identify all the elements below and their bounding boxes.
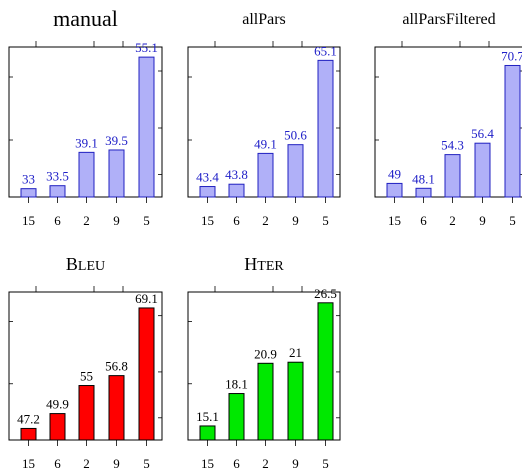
chart-title: BLEU xyxy=(66,254,105,274)
data-label: 47.2 xyxy=(17,411,40,426)
data-label: 55.1 xyxy=(135,40,158,55)
data-label: 56.4 xyxy=(471,126,494,141)
data-label: 39.1 xyxy=(75,135,98,150)
data-label: 54.3 xyxy=(441,138,464,153)
bar xyxy=(21,189,36,197)
category-label: 6 xyxy=(54,456,61,471)
data-label: 33 xyxy=(22,172,35,187)
bar xyxy=(318,60,333,197)
category-label: 15 xyxy=(22,213,35,228)
data-label: 43.4 xyxy=(196,170,219,185)
bar xyxy=(475,143,490,197)
chart-panel-hter: HTER 15.1 15 18.1 6 20.9 2 21 9 26.5 5 xyxy=(188,254,340,471)
chart-panel-bleu: BLEU 47.2 15 49.9 6 55 2 56.8 9 69.1 5 xyxy=(9,254,162,471)
data-label: 26.5 xyxy=(314,286,337,301)
data-label: 55 xyxy=(80,369,93,384)
category-label: 5 xyxy=(322,456,329,471)
bar xyxy=(288,145,303,197)
bar xyxy=(445,155,460,197)
chart-title: allPars xyxy=(242,11,286,28)
chart-panel-manual: manual 33 15 33.5 6 39.1 2 39.5 9 55.1 5 xyxy=(9,6,162,228)
bar xyxy=(258,153,273,197)
chart-title: manual xyxy=(53,6,118,31)
data-label: 56.8 xyxy=(105,359,128,374)
bar xyxy=(318,303,333,440)
bar xyxy=(79,152,94,197)
chart-panel-allparsfiltered: allParsFiltered 49 15 48.1 6 54.3 2 56.4 9 70.7 5 xyxy=(375,11,522,228)
chart-panel-allpars: allPars 43.4 15 43.8 6 49.1 2 50.6 9 65.1 5 xyxy=(188,11,340,228)
data-label: 43.8 xyxy=(225,167,248,182)
bar xyxy=(258,363,273,440)
data-label: 49 xyxy=(388,166,401,181)
bar xyxy=(79,386,94,440)
category-label: 6 xyxy=(420,213,427,228)
bar xyxy=(229,184,244,197)
data-label: 20.9 xyxy=(254,346,277,361)
bar xyxy=(200,426,215,440)
data-label: 33.5 xyxy=(46,169,69,184)
bar xyxy=(229,394,244,440)
data-label: 70.7 xyxy=(501,48,522,63)
data-label: 49.1 xyxy=(254,136,277,151)
data-label: 48.1 xyxy=(412,171,435,186)
category-label: 9 xyxy=(113,213,120,228)
category-label: 9 xyxy=(292,213,299,228)
data-label: 18.1 xyxy=(225,377,248,392)
category-label: 6 xyxy=(233,456,240,471)
bar xyxy=(505,65,520,197)
category-label: 15 xyxy=(201,213,214,228)
data-label: 69.1 xyxy=(135,291,158,306)
data-label: 49.9 xyxy=(46,397,69,412)
bar xyxy=(109,376,124,440)
category-label: 5 xyxy=(143,456,150,471)
category-label: 9 xyxy=(113,456,120,471)
data-label: 65.1 xyxy=(314,43,337,58)
bar xyxy=(139,57,154,197)
data-label: 50.6 xyxy=(284,128,307,143)
chart-title: HTER xyxy=(244,254,284,274)
category-label: 9 xyxy=(292,456,299,471)
data-label: 15.1 xyxy=(196,409,219,424)
bar xyxy=(200,187,215,197)
category-label: 6 xyxy=(233,213,240,228)
category-label: 15 xyxy=(201,456,214,471)
bar xyxy=(109,150,124,197)
category-label: 2 xyxy=(83,456,90,471)
category-label: 15 xyxy=(388,213,401,228)
bar xyxy=(21,428,36,440)
data-label: 21 xyxy=(289,345,302,360)
bar xyxy=(387,183,402,197)
chart-title: allParsFiltered xyxy=(402,11,495,28)
category-label: 5 xyxy=(509,213,516,228)
category-label: 5 xyxy=(143,213,150,228)
category-label: 2 xyxy=(449,213,456,228)
category-label: 15 xyxy=(22,456,35,471)
category-label: 9 xyxy=(479,213,486,228)
bar xyxy=(416,188,431,197)
bar xyxy=(288,362,303,440)
bar xyxy=(139,308,154,440)
data-label: 39.5 xyxy=(105,133,128,148)
category-label: 5 xyxy=(322,213,329,228)
category-label: 2 xyxy=(83,213,90,228)
category-label: 2 xyxy=(262,456,269,471)
bar xyxy=(50,186,65,197)
bar xyxy=(50,414,65,440)
category-label: 6 xyxy=(54,213,61,228)
category-label: 2 xyxy=(262,213,269,228)
